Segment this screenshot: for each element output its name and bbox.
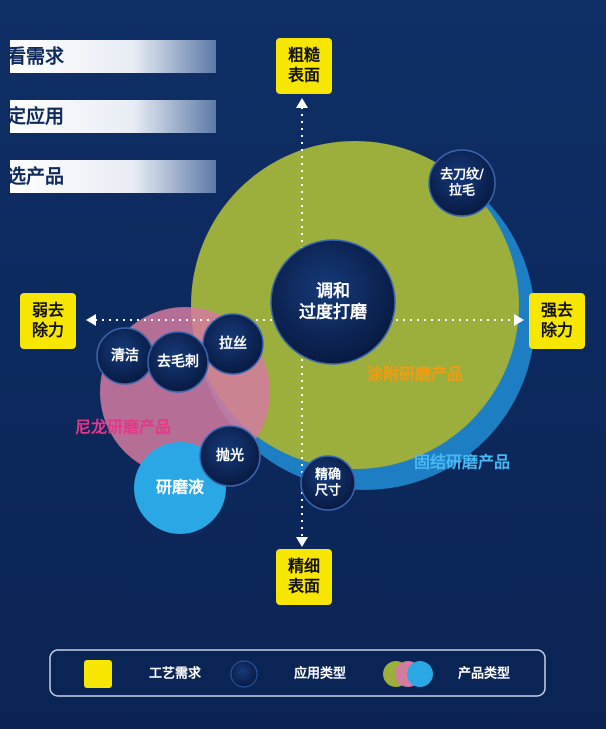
step-label: 1. 看需求 bbox=[0, 45, 65, 68]
application-circle bbox=[147, 331, 209, 393]
application-circle bbox=[428, 149, 496, 217]
product-label: 涂附研磨产品 bbox=[367, 365, 463, 384]
legend-label: 工艺需求 bbox=[149, 666, 202, 682]
legend-application-swatch bbox=[230, 660, 258, 688]
product-label: 固结研磨产品 bbox=[414, 453, 510, 472]
application-circle bbox=[202, 313, 264, 375]
axis-label-box bbox=[529, 293, 585, 349]
axis-label: 精细 bbox=[288, 557, 320, 576]
step-bar bbox=[10, 40, 216, 73]
application-label: 尺寸 bbox=[315, 483, 341, 499]
axis-label: 除力 bbox=[32, 321, 64, 340]
legend-requirement-swatch bbox=[84, 660, 112, 688]
product-label: 尼龙研磨产品 bbox=[75, 418, 171, 437]
axis-label: 强去 bbox=[541, 301, 573, 320]
product-label: 研磨液 bbox=[156, 478, 205, 497]
application-circle bbox=[300, 455, 356, 511]
axis-label-box bbox=[20, 293, 76, 349]
application-label: 调和 bbox=[316, 281, 350, 301]
axis-label: 表面 bbox=[287, 66, 320, 85]
legend-box bbox=[49, 649, 546, 697]
step-bar bbox=[10, 100, 216, 133]
axis-label: 粗糙 bbox=[288, 46, 320, 65]
axis-label-box bbox=[276, 38, 332, 94]
application-circle bbox=[199, 425, 261, 487]
application-label: 清洁 bbox=[111, 347, 139, 364]
application-circle bbox=[270, 239, 396, 365]
axis-label-box bbox=[276, 549, 332, 605]
step-label: 2. 定应用 bbox=[0, 105, 64, 128]
application-label: 拉毛 bbox=[449, 183, 475, 199]
application-label: 去刀纹/ bbox=[440, 166, 484, 182]
application-label: 拉丝 bbox=[219, 335, 247, 352]
axis-label: 除力 bbox=[541, 321, 573, 340]
axis-label: 表面 bbox=[287, 577, 320, 596]
step-bar bbox=[10, 160, 216, 193]
axis-label: 弱去 bbox=[32, 301, 64, 320]
legend-label: 产品类型 bbox=[458, 666, 510, 682]
application-label: 抛光 bbox=[216, 447, 244, 464]
legend-product-swatch bbox=[407, 661, 433, 687]
legend-label: 应用类型 bbox=[294, 666, 346, 682]
step-label: 3. 选产品 bbox=[0, 165, 64, 188]
application-label: 精确 bbox=[315, 466, 341, 482]
application-label: 去毛刺 bbox=[157, 353, 199, 370]
application-label: 过度打磨 bbox=[299, 302, 368, 323]
